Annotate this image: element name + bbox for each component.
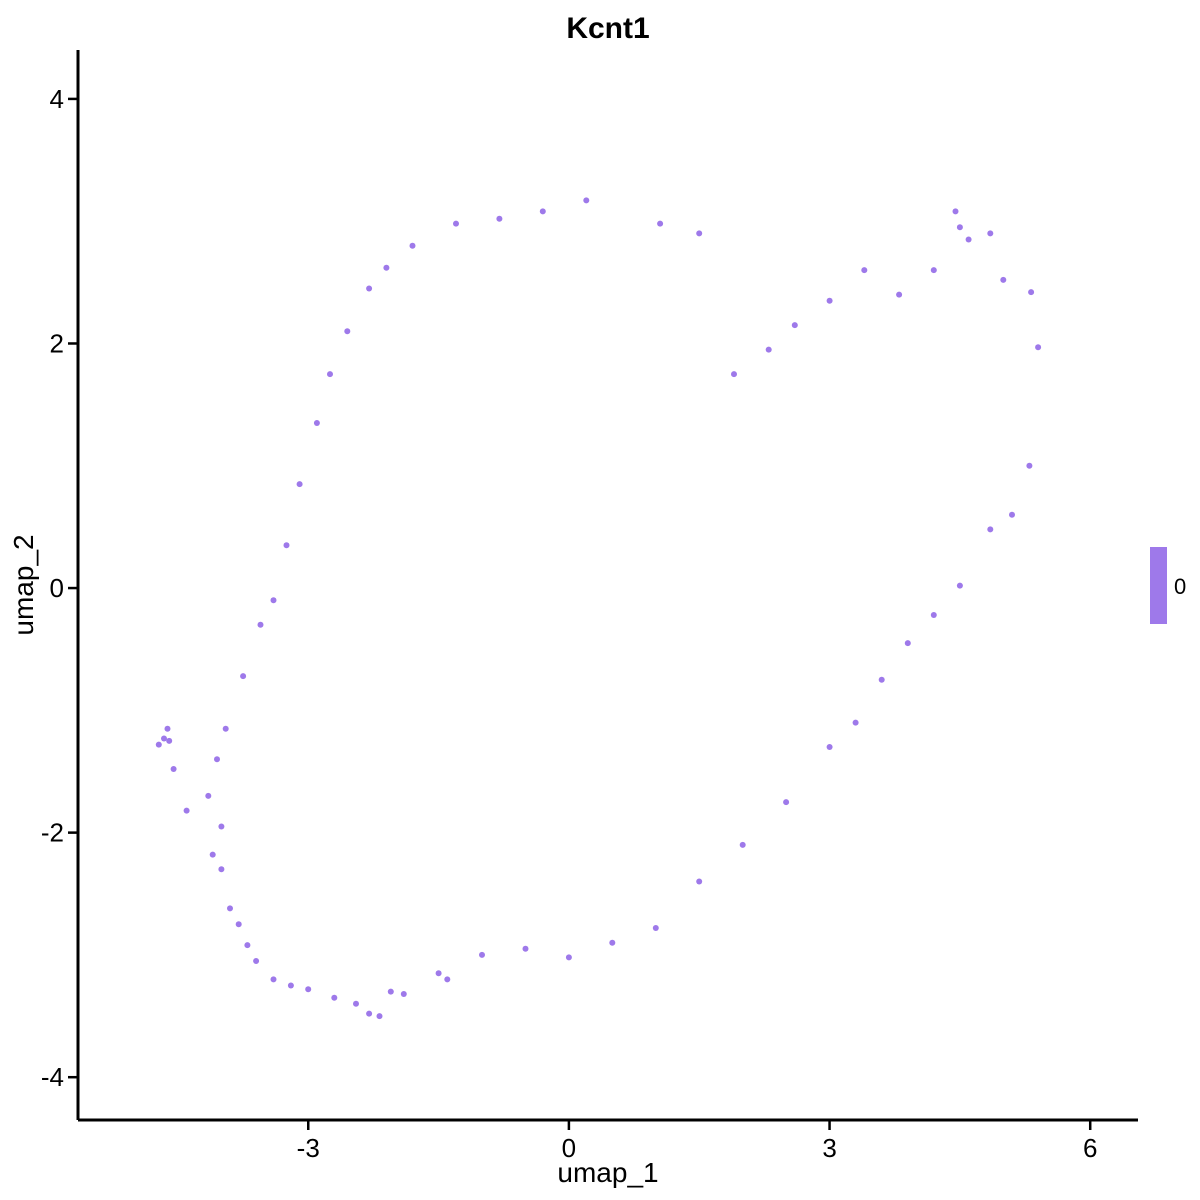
data-point [222,725,229,732]
data-point [400,991,407,997]
data-point [826,744,833,750]
data-point [652,925,659,931]
data-point [235,921,242,928]
data-point [313,420,320,426]
x-tick-label: 0 [562,1133,576,1163]
data-point [270,976,277,983]
data-point [296,481,303,488]
data-point [383,264,390,271]
data-point [435,970,442,977]
data-point [170,766,177,772]
data-point [952,208,959,215]
data-point [227,905,233,912]
data-point [583,197,590,204]
data-point [218,866,225,873]
data-point [565,954,572,961]
data-point [1028,289,1035,296]
data-point [696,878,703,885]
data-point [305,986,312,993]
x-tick-label: 3 [822,1133,836,1163]
y-axis-label: umap_2 [8,534,39,635]
x-tick-label: -3 [297,1133,320,1163]
data-point [1009,511,1015,518]
data-point [783,799,790,806]
data-point [331,994,338,1001]
data-point [240,673,247,680]
data-point [218,823,225,830]
data-point [183,807,190,814]
data-point [244,942,251,949]
data-point [1026,462,1033,469]
data-point [283,542,290,549]
data-point [861,267,868,274]
data-point [366,285,373,292]
x-axis-ticks: -3 0 3 6 [297,1120,1097,1163]
x-tick-label: 6 [1083,1133,1097,1163]
data-point [852,719,859,726]
data-point [366,1010,373,1017]
data-point [257,621,264,628]
data-point [1035,344,1042,351]
data-point [164,725,171,732]
data-point [166,737,173,744]
data-point [287,982,294,989]
x-axis-label: umap_1 [557,1157,658,1188]
data-point [731,371,737,378]
data-point [205,792,212,799]
y-tick-label: -2 [41,818,64,848]
data-point [696,230,703,237]
chart-title: Kcnt1 [566,12,649,45]
data-point [791,322,798,329]
data-point [539,208,546,215]
data-point [444,976,451,983]
legend-color-bar [1150,547,1167,624]
data-point [387,988,394,995]
y-tick-label: 2 [50,328,64,358]
data-point [409,242,416,249]
y-tick-label: 0 [50,573,64,603]
data-point [930,267,937,274]
y-tick-label: -4 [41,1062,64,1092]
data-point [956,582,963,589]
data-point [453,220,459,227]
data-point [270,597,277,604]
legend-label: 0 [1174,574,1186,599]
data-point [161,735,167,742]
data-point [155,741,162,748]
data-point [609,939,616,946]
data-point [344,328,351,335]
data-point [209,851,216,858]
data-point [765,346,772,353]
data-point [987,230,994,237]
data-point [376,1013,383,1020]
data-point [657,220,664,227]
data-point [878,676,885,683]
data-point [739,841,746,848]
data-point [930,612,937,618]
data-point [214,756,220,763]
data-point [1000,276,1007,283]
y-tick-label: 4 [50,84,64,114]
data-points [155,197,1042,1020]
data-point [826,297,833,304]
data-point [956,224,963,231]
data-point [522,945,529,952]
data-point [904,640,911,647]
data-point [479,951,485,958]
data-point [353,1000,359,1007]
data-point [327,371,333,378]
data-point [496,215,503,222]
y-axis-ticks: -4 -2 0 2 4 [41,84,78,1092]
data-point [965,236,972,243]
data-point [896,291,903,298]
data-point [253,958,260,964]
data-point [987,526,994,533]
